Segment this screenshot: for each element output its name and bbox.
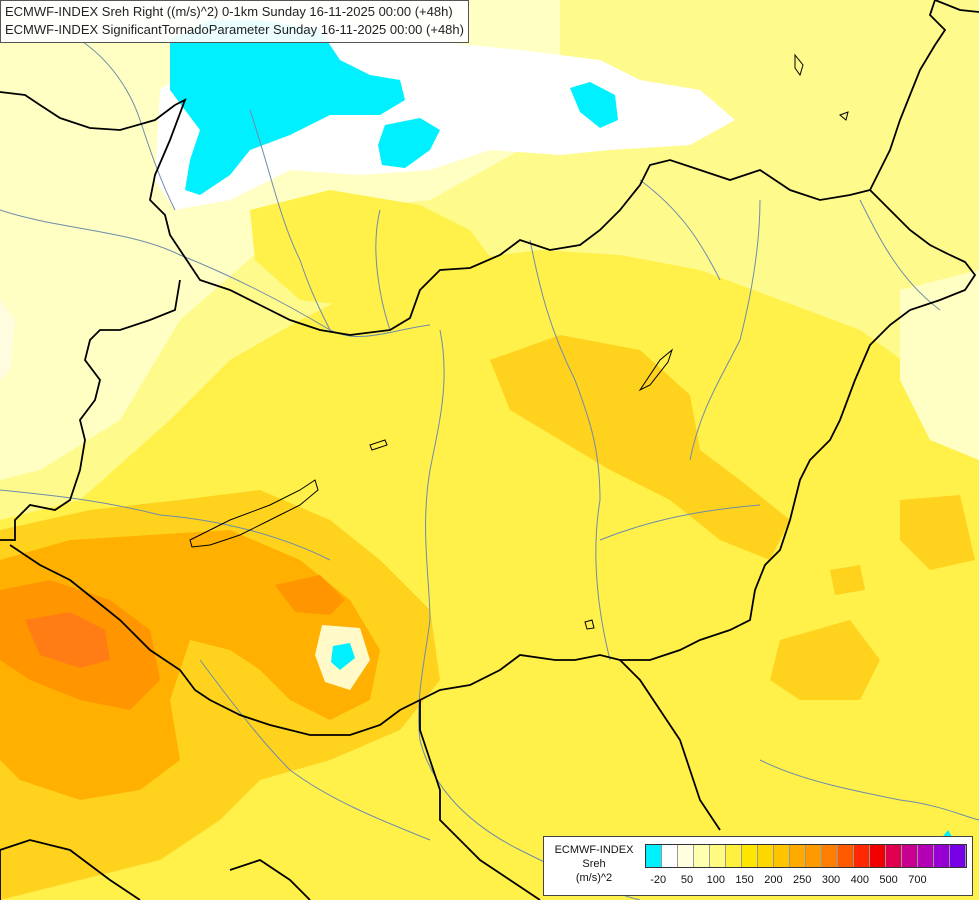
field-contour-pale-east <box>900 270 979 460</box>
field-contour-gold-east <box>770 620 880 700</box>
rivers <box>0 39 979 900</box>
border-hr <box>229 859 311 900</box>
field-contour-gold-center <box>490 335 790 560</box>
legend-swatch <box>694 845 710 867</box>
field-contour-white-west <box>0 300 15 380</box>
legend-tick-label: 250 <box>793 874 812 886</box>
legend-swatch <box>742 845 758 867</box>
lake-balaton <box>189 479 319 548</box>
legend-tick-label: 100 <box>706 874 725 886</box>
legend-title-line-3: (m/s)^2 <box>575 872 613 884</box>
border-east <box>869 0 947 191</box>
lake-small-2 <box>638 348 674 392</box>
legend-tick-label: -20 <box>650 874 667 886</box>
border-ukr-ro <box>9 189 977 736</box>
legend-tick-label: 700 <box>908 874 927 886</box>
field-contour-cyan-spot <box>331 643 355 670</box>
field-contour-yellow-north <box>250 190 500 310</box>
field-contour-cyan-2 <box>378 118 440 168</box>
border-sk-west <box>0 839 141 900</box>
legend-swatch <box>902 845 918 867</box>
legend-swatch <box>790 845 806 867</box>
title-line-1: ECMWF-INDEX Sreh Right ((m/s)^2) 0-1km S… <box>5 4 453 19</box>
legend-swatches <box>645 844 967 868</box>
legend-swatch <box>806 845 822 867</box>
lake-small-5 <box>584 619 595 630</box>
lake-small-3 <box>794 53 804 77</box>
legend-title-line-2: Sreh <box>582 858 606 870</box>
legend-title: ECMWF-INDEX Sreh (m/s)^2 <box>546 843 642 885</box>
legend-tick-label: 300 <box>821 874 841 886</box>
border-at-hu <box>0 279 181 541</box>
legend-swatch <box>918 845 934 867</box>
legend-ticks: -20 50 100 150 200 250 300 400 500 700 <box>645 874 973 888</box>
legend-swatch <box>662 845 678 867</box>
field-contour-orange-2 <box>275 575 345 615</box>
legend-swatch <box>838 845 854 867</box>
field-contour-cyan-1 <box>170 20 405 195</box>
legend-tick-label: 150 <box>735 874 754 886</box>
legend-swatch <box>934 845 950 867</box>
map-title-box: ECMWF-INDEX Sreh Right ((m/s)^2) 0-1km S… <box>0 0 469 43</box>
border-south <box>419 700 541 900</box>
legend-swatch <box>726 845 742 867</box>
legend-swatch <box>774 845 790 867</box>
field-contour-gold-east-2 <box>830 565 865 595</box>
legend-swatch <box>710 845 726 867</box>
legend-tick-label: 500 <box>879 874 898 886</box>
border-rs-ro <box>619 659 721 831</box>
field-contour-dark-orange <box>25 612 110 668</box>
color-legend: ECMWF-INDEX Sreh (m/s)^2 -20 50 100 150 200 2… <box>543 836 973 896</box>
legend-swatch <box>678 845 694 867</box>
legend-swatch <box>646 845 662 867</box>
field-contour-cyan-3 <box>570 82 618 128</box>
border-ru <box>934 0 979 13</box>
legend-swatch <box>758 845 774 867</box>
field-contour-gold-east-3 <box>900 495 975 570</box>
legend-swatch <box>870 845 886 867</box>
lake-small-1 <box>369 439 388 451</box>
lake-small-4 <box>839 111 849 121</box>
legend-swatch <box>822 845 838 867</box>
legend-swatch <box>854 845 870 867</box>
legend-swatch <box>950 845 966 867</box>
lakes <box>189 53 849 630</box>
legend-title-line-1: ECMWF-INDEX <box>554 844 634 856</box>
legend-swatch <box>886 845 902 867</box>
border-cz-at <box>0 91 871 336</box>
legend-tick-label: 50 <box>680 874 694 886</box>
legend-tick-label: 200 <box>764 874 783 886</box>
title-line-2: ECMWF-INDEX SignificantTornadoParameter … <box>5 22 464 37</box>
legend-tick-label: 400 <box>850 874 869 886</box>
